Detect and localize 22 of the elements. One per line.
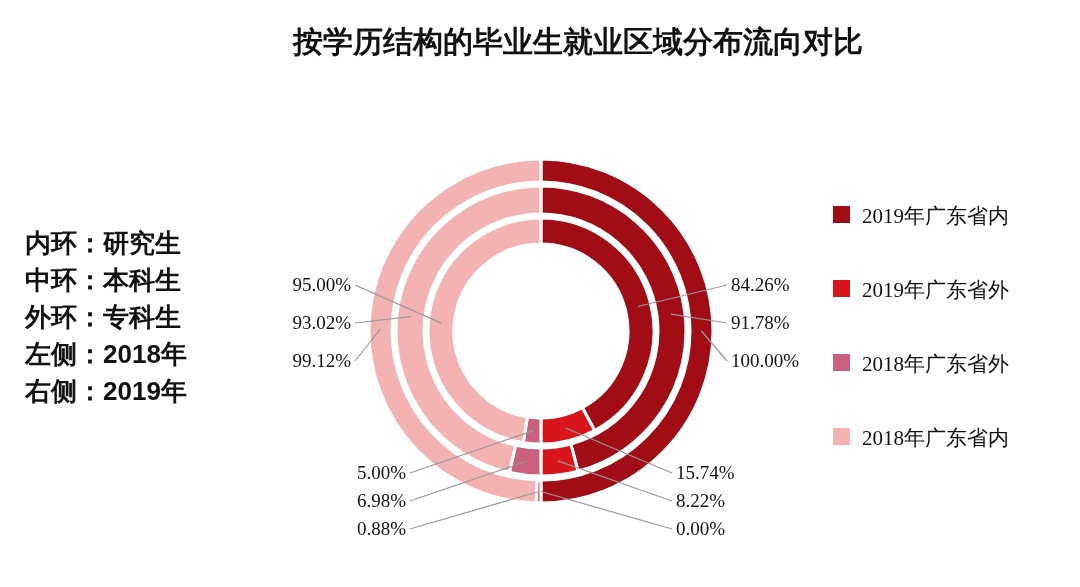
data-label: 95.00% — [292, 274, 352, 295]
text: 0.00% — [676, 518, 726, 539]
data-label: 100.00% — [731, 350, 800, 371]
text: 左侧：2018年 — [24, 339, 187, 369]
text: 外环：专科生 — [24, 302, 181, 332]
data-label: 91.78% — [731, 312, 790, 333]
data-label: 93.02% — [292, 312, 352, 333]
legend-label: 2019年广东省外 — [862, 278, 1009, 302]
data-label: 0.88% — [356, 518, 407, 539]
legend-label: 2018年广东省外 — [862, 352, 1009, 376]
text: 内环：研究生 — [25, 228, 181, 258]
text: 中环：本科生 — [25, 265, 181, 295]
data-label: 5.00% — [356, 462, 407, 483]
legend-label: 2018年广东省内 — [862, 426, 1009, 450]
data-label: 15.74% — [676, 462, 735, 483]
data-label: 99.12% — [292, 350, 352, 371]
legend-label: 2019年广东省内 — [862, 204, 1009, 228]
data-label: 6.98% — [356, 490, 407, 511]
data-label: 8.22% — [676, 490, 726, 511]
text: 右侧：2019年 — [24, 376, 187, 406]
data-label: 84.26% — [731, 274, 790, 295]
chart-title: 按学历结构的毕业生就业区域分布流向对比 — [292, 25, 863, 58]
